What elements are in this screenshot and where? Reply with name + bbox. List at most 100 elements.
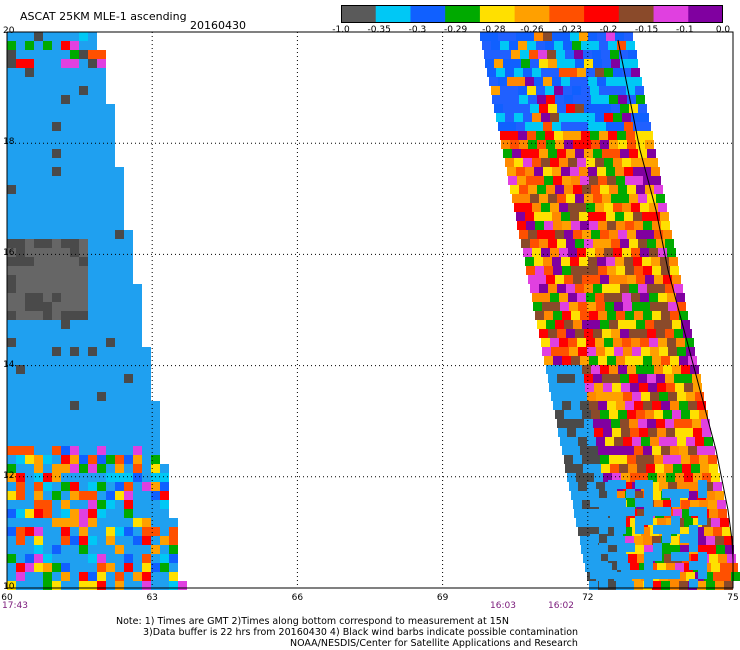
swath-cell [566,194,575,203]
swath-cell [97,86,106,95]
swath-cell [151,527,160,536]
swath-cell [709,509,718,518]
swath-cell [535,176,544,185]
swath-cell [52,554,61,563]
swath-cell [52,500,61,509]
swath-cell [88,383,97,392]
swath-cell [688,446,697,455]
swath-cell [25,491,34,500]
swath-cell [52,95,61,104]
swath-cell [115,518,124,527]
swath-cell [668,347,677,356]
swath-cell [124,356,133,365]
swath-cell [70,446,79,455]
swath-cell [61,392,70,401]
swath-cell [677,392,686,401]
swath-cell [525,257,534,266]
swath-cell [124,338,133,347]
swath-cell [70,383,79,392]
swath-cell [530,104,539,113]
swath-cell [52,338,61,347]
swath-cell [70,131,79,140]
swath-cell [622,113,631,122]
swath-cell [671,525,680,534]
swath-cell [34,410,43,419]
swath-cell [594,473,603,482]
swath-cell [106,482,115,491]
swath-cell [124,554,133,563]
swath-cell [43,356,52,365]
swath-cell [650,302,659,311]
swath-cell [598,266,607,275]
swath-cell [115,500,124,509]
swath-cell [34,131,43,140]
swath-cell [61,581,70,590]
swath-cell [528,95,537,104]
swath-cell [516,32,525,41]
swath-cell [596,437,605,446]
swath-cell [544,176,553,185]
swath-cell [580,356,589,365]
swath-cell [97,266,106,275]
swath-cell [124,320,133,329]
swath-cell [523,158,532,167]
swath-cell [52,176,61,185]
swath-cell [16,410,25,419]
swath-cell [615,167,624,176]
swath-cell [584,284,593,293]
swath-cell [556,50,565,59]
swath-cell [79,401,88,410]
swath-cell [25,284,34,293]
swath-cell [603,383,612,392]
swath-cell [7,509,16,518]
swath-cell [106,572,115,581]
swath-cell [534,212,543,221]
swath-cell [61,131,70,140]
swath-cell [569,302,578,311]
swath-cell [664,464,673,473]
swath-cell [656,194,665,203]
colorbar-tick: -0.35 [367,25,391,35]
swath-cell [662,507,671,516]
swath-cell [52,392,61,401]
swath-cell [686,437,695,446]
swath-cell [698,545,707,554]
swath-cell [536,41,545,50]
swath-cell [25,50,34,59]
swath-cell [573,455,582,464]
swath-cell [124,527,133,536]
colorbar-segment [410,5,446,22]
swath-cell [644,489,653,498]
swath-cell [561,167,570,176]
swath-cell [608,86,617,95]
swath-cell [70,374,79,383]
swath-cell [608,41,617,50]
swath-cell [7,356,16,365]
swath-cell [591,230,600,239]
swath-cell [52,491,61,500]
swath-cell [590,489,599,498]
swath-cell [115,464,124,473]
coastline-path [617,39,734,561]
swath-cell [536,86,545,95]
swath-cell [25,329,34,338]
swath-cell [124,536,133,545]
swath-cell [7,446,16,455]
swath-cell [70,320,79,329]
swath-cell [715,536,724,545]
swath-cell [617,86,626,95]
swath-cell [7,248,16,257]
swath-cell [509,41,518,50]
swath-cell [70,338,79,347]
colorbar-segment [445,5,481,22]
swath-cell [106,554,115,563]
swath-cell [657,473,666,482]
swath-cell [590,534,599,543]
swath-cell [88,419,97,428]
swath-cell [634,176,643,185]
swath-cell [673,509,682,518]
swath-cell [25,230,34,239]
swath-cell [106,374,115,383]
swath-cell [61,41,70,50]
swath-cell [480,32,489,41]
